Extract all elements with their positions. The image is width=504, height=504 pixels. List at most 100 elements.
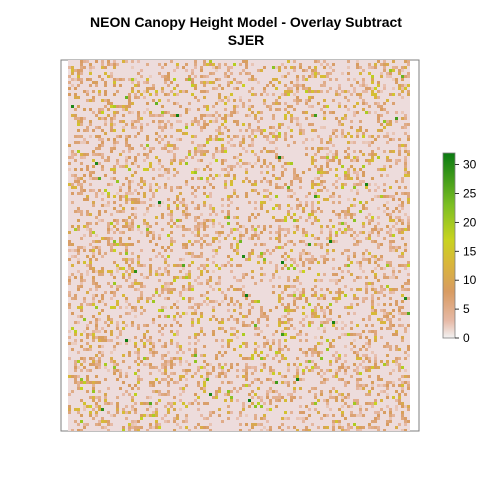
raster-cell [272, 117, 275, 120]
raster-cell [335, 168, 338, 171]
raster-cell [284, 327, 287, 330]
raster-cell [149, 189, 152, 192]
raster-cell [362, 225, 365, 228]
raster-cell [143, 276, 146, 279]
raster-cell [278, 159, 281, 162]
raster-cell [395, 408, 398, 411]
raster-cell [269, 309, 272, 312]
raster-cell [344, 333, 347, 336]
raster-cell [149, 204, 152, 207]
raster-cell [125, 156, 128, 159]
raster-cell [263, 417, 266, 420]
raster-cell [98, 339, 101, 342]
raster-cell [272, 396, 275, 399]
raster-cell [401, 84, 404, 87]
raster-cell [152, 426, 155, 429]
raster-cell [299, 66, 302, 69]
raster-cell [353, 105, 356, 108]
raster-cell [95, 402, 98, 405]
raster-cell [80, 168, 83, 171]
raster-cell [158, 252, 161, 255]
raster-cell [143, 180, 146, 183]
raster-cell [278, 156, 281, 159]
raster-cell [299, 204, 302, 207]
raster-cell [140, 69, 143, 72]
raster-cell [185, 213, 188, 216]
raster-cell [305, 426, 308, 429]
raster-cell [347, 141, 350, 144]
raster-cell [395, 228, 398, 231]
raster-cell [293, 192, 296, 195]
raster-cell [203, 123, 206, 126]
raster-cell [197, 333, 200, 336]
raster-cell [71, 201, 74, 204]
raster-cell [266, 171, 269, 174]
raster-cell [128, 243, 131, 246]
raster-cell [290, 396, 293, 399]
raster-cell [206, 108, 209, 111]
raster-cell [329, 369, 332, 372]
raster-cell [164, 93, 167, 96]
raster-cell [341, 327, 344, 330]
raster-cell [260, 201, 263, 204]
raster-cell [92, 66, 95, 69]
raster-cell [185, 183, 188, 186]
raster-cell [197, 408, 200, 411]
raster-cell [371, 150, 374, 153]
raster-cell [194, 75, 197, 78]
raster-cell [317, 72, 320, 75]
raster-cell [389, 243, 392, 246]
raster-cell [353, 231, 356, 234]
raster-cell [170, 306, 173, 309]
raster-cell [167, 207, 170, 210]
raster-cell [278, 69, 281, 72]
raster-cell [296, 369, 299, 372]
raster-cell [101, 267, 104, 270]
raster-cell [326, 141, 329, 144]
raster-cell [227, 216, 230, 219]
raster-cell [353, 87, 356, 90]
raster-cell [212, 177, 215, 180]
raster-cell [167, 384, 170, 387]
raster-cell [128, 303, 131, 306]
raster-cell [170, 357, 173, 360]
raster-cell [293, 387, 296, 390]
raster-cell [392, 240, 395, 243]
raster-cell [395, 120, 398, 123]
raster-cell [110, 402, 113, 405]
raster-cell [368, 135, 371, 138]
raster-cell [215, 252, 218, 255]
raster-cell [212, 309, 215, 312]
raster-cell [296, 366, 299, 369]
raster-cell [389, 165, 392, 168]
raster-cell [140, 264, 143, 267]
raster-cell [302, 288, 305, 291]
raster-cell [227, 210, 230, 213]
raster-cell [113, 348, 116, 351]
raster-cell [401, 144, 404, 147]
raster-cell [326, 288, 329, 291]
raster-cell [134, 201, 137, 204]
raster-cell [95, 60, 98, 63]
raster-cell [305, 111, 308, 114]
raster-cell [182, 267, 185, 270]
raster-cell [290, 240, 293, 243]
raster-cell [407, 135, 410, 138]
raster-cell [239, 153, 242, 156]
raster-cell [194, 354, 197, 357]
raster-cell [116, 159, 119, 162]
raster-cell [371, 309, 374, 312]
raster-cell [221, 159, 224, 162]
raster-cell [68, 303, 71, 306]
raster-cell [260, 315, 263, 318]
raster-cell [236, 162, 239, 165]
raster-cell [350, 120, 353, 123]
raster-cell [221, 231, 224, 234]
raster-cell [230, 138, 233, 141]
raster-cell [221, 291, 224, 294]
raster-cell [137, 426, 140, 429]
raster-cell [200, 246, 203, 249]
raster-cell [311, 312, 314, 315]
raster-cell [218, 387, 221, 390]
raster-cell [407, 264, 410, 267]
